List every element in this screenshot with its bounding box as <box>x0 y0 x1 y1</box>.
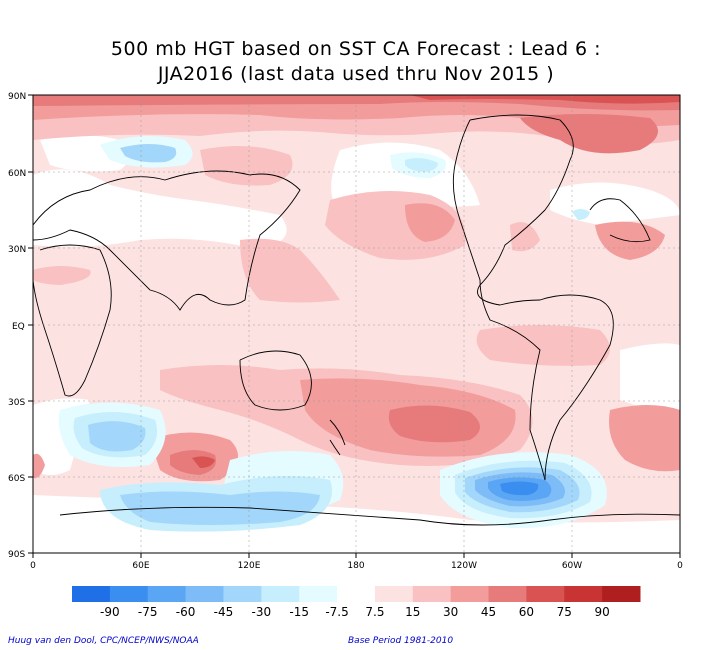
colorbar-swatch <box>261 586 300 602</box>
colorbar-swatch <box>412 586 452 602</box>
lat-label: 90N <box>8 92 26 102</box>
lon-label: 0 <box>30 561 36 571</box>
lat-label: EQ <box>12 322 25 332</box>
lon-label: 180 <box>347 561 364 571</box>
colorbar-swatch <box>147 586 187 602</box>
colorbar-swatch <box>564 586 603 602</box>
lon-label: 120W <box>451 561 477 571</box>
lon-label: 60E <box>132 561 149 571</box>
lat-label: 90S <box>8 550 25 560</box>
credit-text: Huug van den Dool, CPC/NCEP/NWS/NOAA <box>8 636 199 646</box>
colorbar-swatch <box>488 586 527 602</box>
colorbar-swatch <box>602 586 641 602</box>
colorbar-tick-label: -75 <box>138 605 158 619</box>
colorbar: -90 -75 -60 -45 -30 -15 -7.5 7.5 15 30 45 60 75 90 <box>72 586 641 619</box>
lon-label: 0 <box>677 561 683 571</box>
lat-label: 30S <box>8 398 25 408</box>
colorbar-swatch <box>299 586 338 602</box>
colorbar-tick-label: 75 <box>557 605 572 619</box>
coastlines <box>33 114 680 526</box>
colorbar-swatch <box>526 586 565 602</box>
colorbar-tick-label: -45 <box>214 605 234 619</box>
colorbar-tick-label: 7.5 <box>365 605 384 619</box>
colorbar-tick-label: 15 <box>405 605 420 619</box>
colorbar-tick-label: -90 <box>100 605 120 619</box>
map-title-line1: 500 mb HGT based on SST CA Forecast : Le… <box>110 38 602 60</box>
colorbar-swatch <box>450 586 490 602</box>
latitude-labels: 90N 60N 30N EQ 30S 60S 90S <box>8 92 26 560</box>
lat-label: 60N <box>8 169 26 179</box>
colorbar-swatch <box>337 586 376 602</box>
graticule <box>33 95 680 553</box>
colorbar-swatch <box>374 586 414 602</box>
shaded-field <box>33 95 680 553</box>
colorbar-tick-label: -60 <box>176 605 196 619</box>
colorbar-tick-label: -15 <box>289 605 309 619</box>
colorbar-swatch <box>72 586 111 602</box>
colorbar-tick-label: -7.5 <box>325 605 348 619</box>
lat-label: 60S <box>8 474 25 484</box>
map-title-line2: JJA2016 (last data used thru Nov 2015 ) <box>157 63 555 85</box>
longitude-labels: 0 60E 120E 180 120W 60W 0 <box>30 561 683 571</box>
colorbar-tick-label: -30 <box>252 605 272 619</box>
lon-label: 120E <box>238 561 261 571</box>
colorbar-swatch <box>223 586 262 602</box>
base-period-text: Base Period 1981-2010 <box>348 636 454 646</box>
lat-label: 30N <box>8 245 26 255</box>
lon-label: 60W <box>562 561 582 571</box>
colorbar-tick-label: 45 <box>481 605 496 619</box>
colorbar-tick-label: 30 <box>443 605 458 619</box>
colorbar-swatch <box>109 586 149 602</box>
colorbar-tick-label: 60 <box>519 605 534 619</box>
colorbar-swatch <box>185 586 224 602</box>
colorbar-tick-label: 90 <box>594 605 609 619</box>
tick-marks <box>28 94 681 558</box>
